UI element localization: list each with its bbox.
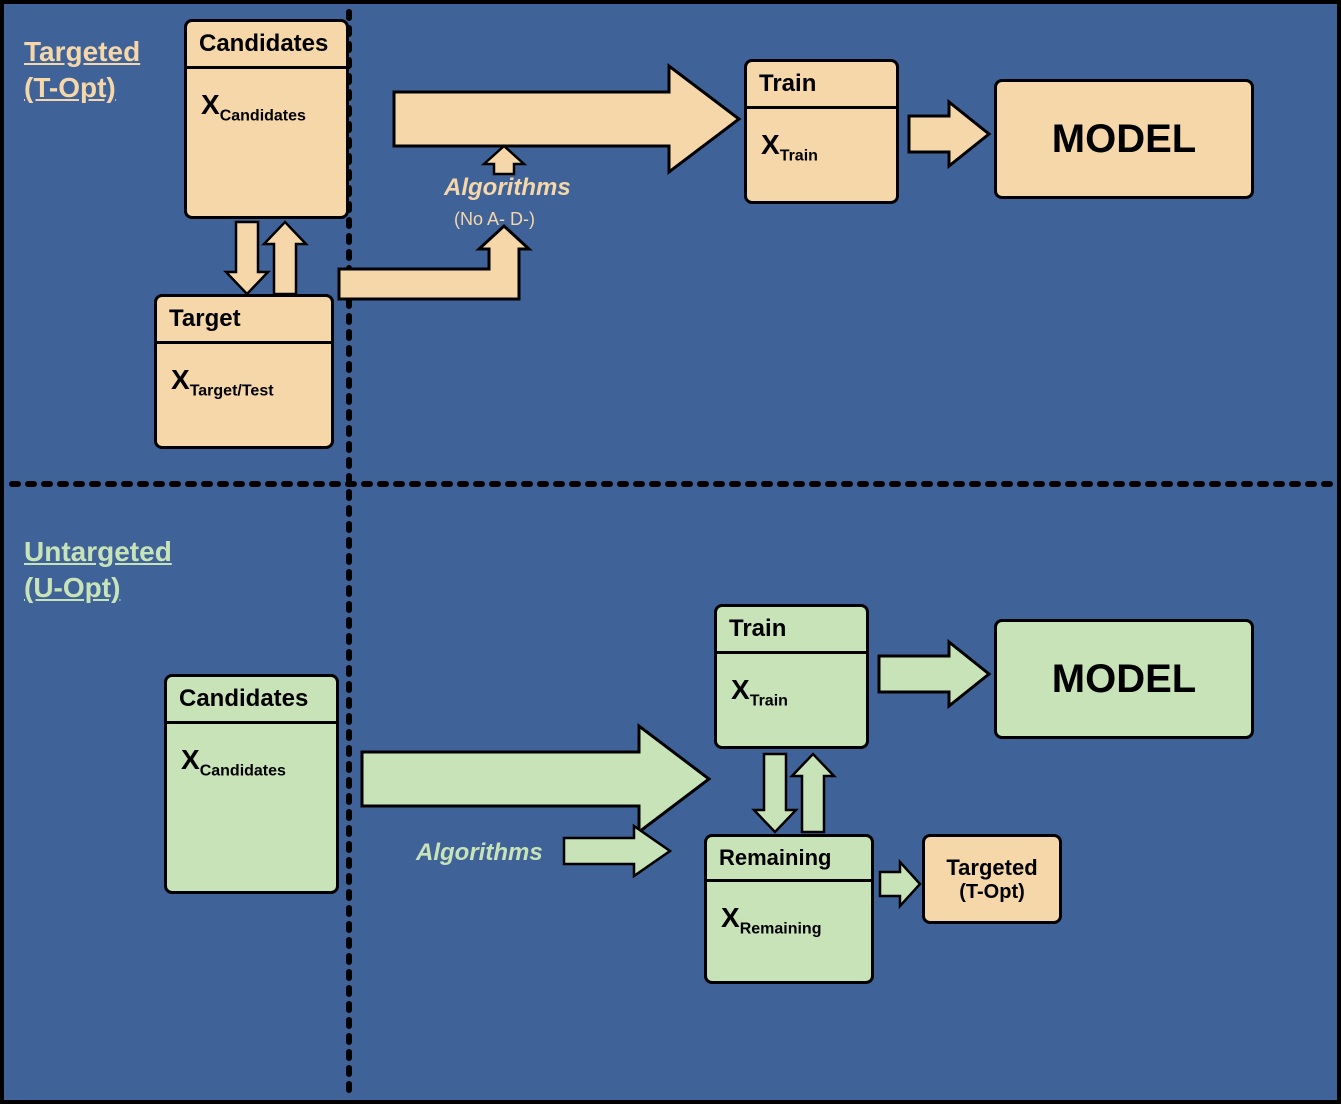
u-remain-targeted-arrow xyxy=(880,862,920,906)
t-optimization-label: OPTIMIZATION xyxy=(419,104,618,136)
u-candidates-sub: Candidates xyxy=(200,763,286,780)
u-remaining-header: Remaining xyxy=(707,837,871,882)
t-candidates-box: Candidates XCandidates xyxy=(184,19,349,219)
t-candidates-sub: Candidates xyxy=(220,108,306,125)
targeted-section-label: Targeted (T-Opt) xyxy=(24,34,140,107)
u-candidates-var: X xyxy=(181,744,200,775)
u-model-box: MODEL xyxy=(994,619,1254,739)
t-target-header: Target xyxy=(157,297,331,344)
u-train-model-arrow xyxy=(879,642,989,706)
u-algo-right-arrow xyxy=(564,826,670,876)
u-algorithms-label: Algorithms xyxy=(416,839,543,867)
u-train-box: Train XTrain xyxy=(714,604,869,749)
u-targeted-ref-box: Targeted (T-Opt) xyxy=(922,834,1062,924)
t-target-sub: Target/Test xyxy=(190,383,274,400)
u-train-var: X xyxy=(731,674,750,705)
u-train-remain-arrows xyxy=(754,754,834,832)
diagram-canvas: Targeted (T-Opt) Untargeted (U-Opt) Cand… xyxy=(0,0,1341,1104)
t-model-box: MODEL xyxy=(994,79,1254,199)
u-targeted-ref-label: Targeted xyxy=(946,855,1037,881)
t-model-label: MODEL xyxy=(1052,117,1196,162)
t-train-box: Train XTrain xyxy=(744,59,899,204)
untargeted-section-label: Untargeted (U-Opt) xyxy=(24,534,172,607)
t-target-box: Target XTarget/Test xyxy=(154,294,334,449)
t-cand-target-arrows xyxy=(226,222,306,294)
u-candidates-header: Candidates xyxy=(167,677,336,724)
u-remaining-var: X xyxy=(721,902,740,933)
u-remaining-body: XRemaining xyxy=(707,882,871,959)
t-train-body: XTrain xyxy=(747,109,896,186)
t-candidates-header: Candidates xyxy=(187,22,346,69)
untargeted-title-2: (U-Opt) xyxy=(24,572,120,603)
u-train-body: XTrain xyxy=(717,654,866,731)
t-train-model-arrow xyxy=(909,102,989,166)
t-candidates-var: X xyxy=(201,89,220,120)
u-model-label: MODEL xyxy=(1052,657,1196,702)
t-elbow-arrow xyxy=(284,226,529,299)
u-train-header: Train xyxy=(717,607,866,654)
u-candidates-box: Candidates XCandidates xyxy=(164,674,339,894)
untargeted-title-1: Untargeted xyxy=(24,536,172,567)
t-algorithms-sublabel: (No A- D-) xyxy=(454,209,535,230)
u-train-sub: Train xyxy=(750,693,788,710)
targeted-title-1: Targeted xyxy=(24,36,140,67)
u-optimization-label: OPTIMIZATION xyxy=(389,764,588,796)
u-remaining-box: Remaining XRemaining xyxy=(704,834,874,984)
t-train-var: X xyxy=(761,129,780,160)
t-algorithms-label: Algorithms xyxy=(444,174,571,202)
targeted-title-2: (T-Opt) xyxy=(24,72,116,103)
t-target-var: X xyxy=(171,364,190,395)
t-algo-up-arrow xyxy=(484,146,524,174)
u-targeted-ref-sublabel: (T-Opt) xyxy=(959,881,1025,904)
t-target-body: XTarget/Test xyxy=(157,344,331,421)
t-train-header: Train xyxy=(747,62,896,109)
t-candidates-body: XCandidates xyxy=(187,69,346,146)
u-remaining-sub: Remaining xyxy=(740,921,822,938)
u-candidates-body: XCandidates xyxy=(167,724,336,801)
t-train-sub: Train xyxy=(780,148,818,165)
